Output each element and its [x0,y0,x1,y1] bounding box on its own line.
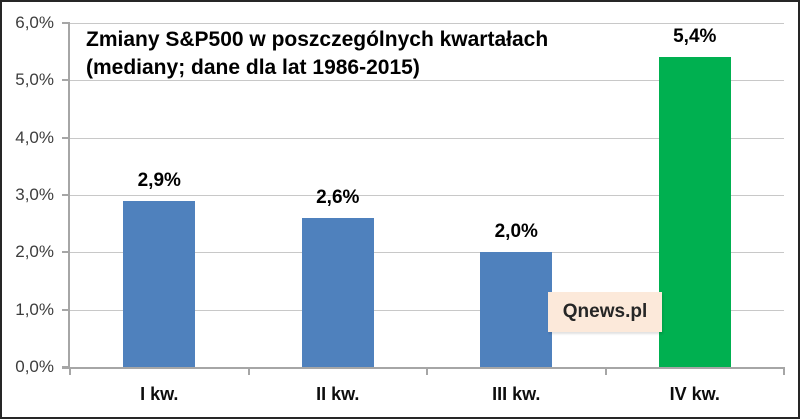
y-axis-label: 5,0% [15,70,54,90]
chart-title-line1: Zmiany S&P500 w poszczególnych kwartałac… [86,28,549,51]
x-axis-label: I kw. [140,384,179,404]
x-axis-tick [783,367,785,375]
gridline [70,137,784,139]
y-axis-label: 2,0% [15,242,54,262]
x-axis-tick [604,367,607,375]
bar-value-label: 2,9% [137,169,181,191]
x-axis-tick [69,367,71,375]
x-axis-tick [247,367,250,375]
y-axis-label: 0,0% [15,357,54,376]
chart-title: Zmiany S&P500 w poszczególnych kwartałac… [86,26,706,82]
y-axis-label: 1,0% [15,299,54,319]
y-axis-tick [62,136,70,139]
bar-4 [658,57,731,367]
bar-2 [301,217,374,367]
x-axis-label: II kw. [316,384,360,404]
y-axis-tick [62,308,70,311]
gridline [70,23,784,24]
chart-title-line2: (mediany; dane dla lat 1986-2015) [86,56,420,79]
y-axis-label: 6,0% [15,13,54,32]
bar-value-label: 2,0% [494,221,538,243]
gridline [70,309,784,311]
x-axis-label: III kw. [492,384,541,404]
bar-value-label: 5,4% [673,26,717,48]
gridline [70,252,784,254]
bar-value-label: 2,6% [316,186,360,208]
bar-1 [123,200,196,367]
y-axis-tick [62,194,70,196]
y-axis-label: 3,0% [15,185,54,204]
x-axis-line [62,367,784,369]
y-axis-tick [62,79,70,82]
gridline [70,195,784,196]
x-axis-tick [426,367,428,375]
y-axis-tick [62,22,70,24]
x-axis-label: IV kw. [669,384,720,404]
plot-area: 2,9% 2,6% 2,0% 5,4% [70,23,784,367]
qnews-watermark: Qnews.pl [548,292,662,332]
y-axis-tick [62,251,70,254]
bar-3 [480,252,553,367]
y-axis-label: 4,0% [15,127,54,147]
y-axis-line [68,23,70,369]
gridline [70,80,784,82]
